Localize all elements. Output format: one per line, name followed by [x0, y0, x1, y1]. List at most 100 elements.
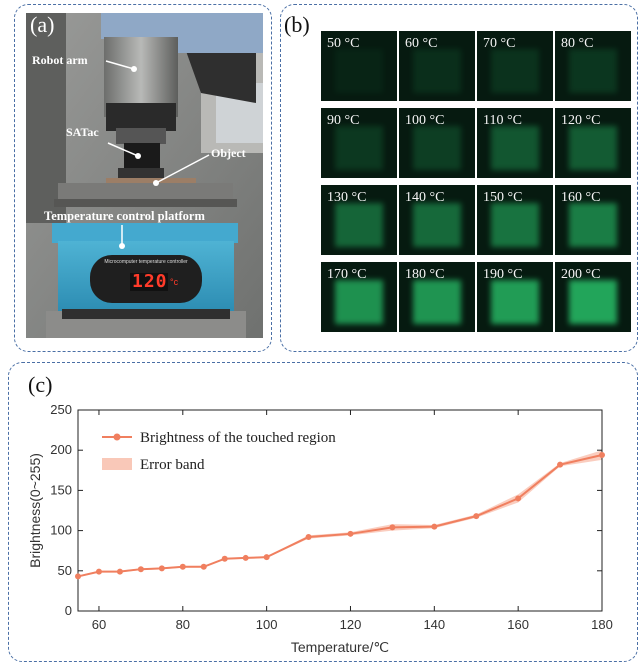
legend-marker	[113, 433, 121, 441]
temperature-tile-label: 60 °C	[405, 36, 438, 51]
robot-setup-illustration	[26, 13, 263, 338]
temperature-tile-label: 120 °C	[561, 113, 601, 128]
data-point	[116, 568, 123, 575]
temperature-tile-label: 200 °C	[561, 267, 601, 282]
temperature-tile-label: 80 °C	[561, 36, 594, 51]
robot-setup-photo: Robot arm SATac Object Temperature contr…	[26, 13, 263, 338]
glow-region	[335, 126, 383, 170]
temperature-tile-label: 140 °C	[405, 190, 445, 205]
legend-band-label: Error band	[140, 457, 205, 473]
temperature-tile: 180 °C	[399, 262, 475, 332]
panel-a-label: (a)	[30, 12, 55, 37]
temperature-tile-label: 130 °C	[327, 190, 367, 205]
chart-axes: 0 50 100 150 200 250 60 80 100 120 140 160 180 Temper…	[27, 402, 613, 655]
x-tick-label: 60	[92, 617, 106, 632]
y-tick-label: 200	[50, 442, 72, 457]
series-line	[77, 454, 603, 578]
y-tick-label: 0	[65, 603, 72, 618]
glow-region	[413, 49, 461, 93]
glow-region	[569, 203, 617, 247]
panel-b	[280, 4, 638, 352]
temperature-tile-label: 160 °C	[561, 190, 601, 205]
data-point	[179, 563, 186, 570]
glow-region	[335, 49, 383, 93]
data-point	[75, 573, 81, 580]
plot-frame	[77, 409, 603, 612]
glow-region	[569, 280, 617, 324]
panel-c	[8, 362, 638, 662]
y-axis-label: Brightness(0~255)	[27, 453, 43, 568]
data-point	[137, 566, 144, 573]
robot-arm-leader	[105, 60, 135, 70]
temperature-tile-label: 70 °C	[483, 36, 516, 51]
temperature-tile-label: 100 °C	[405, 113, 445, 128]
x-tick-label: 100	[256, 617, 278, 632]
glow-region	[569, 49, 617, 93]
x-tick-label: 180	[591, 617, 613, 632]
temperature-display: 120	[132, 271, 168, 292]
temperature-tile: 80 °C	[555, 31, 631, 101]
x-tick-label: 80	[176, 617, 190, 632]
x-tick-label: 140	[423, 617, 445, 632]
glow-region	[569, 126, 617, 170]
data-point	[263, 554, 270, 561]
data-point	[347, 530, 354, 537]
data-point	[389, 524, 396, 531]
glow-region	[413, 126, 461, 170]
temperature-tile: 140 °C	[399, 185, 475, 255]
temperature-tile: 120 °C	[555, 108, 631, 178]
legend-series-label: Brightness of the touched region	[140, 430, 336, 446]
glow-region	[413, 280, 461, 324]
glow-region	[335, 203, 383, 247]
x-tick-label: 160	[507, 617, 529, 632]
temperature-tile: 190 °C	[477, 262, 553, 332]
object-marker	[153, 180, 159, 186]
temperature-tile: 170 °C	[321, 262, 397, 332]
temperature-tile: 160 °C	[555, 185, 631, 255]
platform-label: Temperature control platform	[44, 209, 205, 223]
data-point	[515, 495, 522, 502]
temperature-tile: 200 °C	[555, 262, 631, 332]
platform-marker	[119, 243, 125, 249]
temperature-tile-label: 180 °C	[405, 267, 445, 282]
data-point	[557, 461, 564, 468]
glow-region	[491, 126, 539, 170]
panel-b-label: (b)	[284, 12, 310, 37]
glow-region	[413, 203, 461, 247]
x-axis-label: Temperature/℃	[291, 639, 389, 655]
brightness-series	[75, 452, 605, 580]
panel-a	[14, 4, 272, 352]
y-tick-label: 50	[58, 563, 72, 578]
temperature-display-unit: °c	[170, 277, 179, 287]
robot-arm-label: Robot arm	[32, 53, 88, 67]
panel-c-label: (c)	[28, 372, 53, 397]
temperature-tile-label: 150 °C	[483, 190, 523, 205]
data-point	[305, 534, 312, 541]
data-point	[431, 523, 438, 530]
temperature-tile: 100 °C	[399, 108, 475, 178]
temperature-tile: 150 °C	[477, 185, 553, 255]
y-tick-label: 150	[50, 482, 72, 497]
temperature-tile: 110 °C	[477, 108, 553, 178]
y-tick-label: 100	[50, 523, 72, 538]
object-leader	[155, 154, 210, 184]
x-tick-label: 120	[340, 617, 362, 632]
glow-region	[491, 49, 539, 93]
data-point	[95, 568, 102, 575]
data-point	[158, 565, 165, 572]
temperature-tile-label: 110 °C	[483, 113, 522, 128]
temperature-tile-label: 90 °C	[327, 113, 360, 128]
robot-arm-marker	[131, 66, 137, 72]
temperature-tile-label: 50 °C	[327, 36, 360, 51]
temperature-tile: 70 °C	[477, 31, 553, 101]
glow-region	[335, 280, 383, 324]
temperature-tile: 90 °C	[321, 108, 397, 178]
data-point	[221, 555, 228, 562]
data-point	[473, 513, 480, 520]
data-point	[599, 452, 605, 459]
glow-region	[491, 203, 539, 247]
satac-label: SATac	[66, 125, 99, 139]
data-point	[200, 563, 207, 570]
temperature-tile: 130 °C	[321, 185, 397, 255]
